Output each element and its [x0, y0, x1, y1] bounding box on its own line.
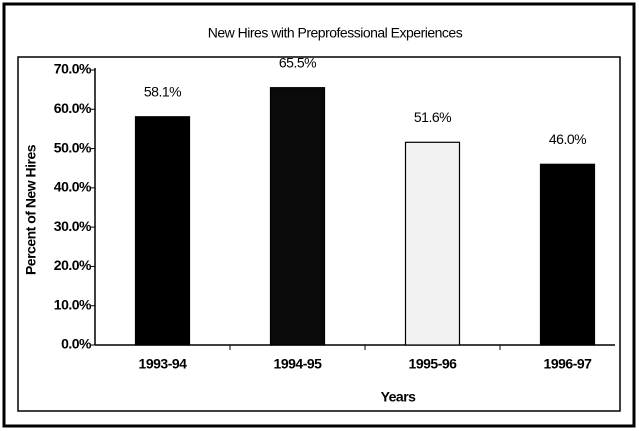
y-tick-label: 0.0% — [61, 336, 92, 352]
y-tick-label: 60.0% — [54, 100, 92, 116]
value-label: 58.1% — [144, 83, 181, 99]
bar — [539, 163, 596, 346]
y-tick-label: 30.0% — [54, 218, 92, 234]
chart-title: New Hires with Preprofessional Experienc… — [208, 25, 463, 41]
x-axis-label: Years — [381, 389, 417, 405]
x-tick-label: 1994-95 — [274, 356, 323, 372]
bar — [134, 116, 191, 346]
value-label: 46.0% — [549, 131, 586, 147]
plot-frame — [17, 56, 621, 412]
y-tick-label: 70.0% — [54, 61, 92, 77]
y-tick-label: 10.0% — [54, 296, 92, 312]
y-axis-label: Percent of New Hires — [23, 144, 39, 275]
x-tick-label: 1996-97 — [544, 356, 593, 372]
bar — [404, 141, 461, 346]
x-tick-label: 1995-96 — [409, 356, 458, 372]
y-tick-label: 40.0% — [54, 179, 92, 195]
y-tick-label: 50.0% — [54, 139, 92, 155]
value-label: 65.5% — [279, 54, 316, 70]
y-tick-label: 20.0% — [54, 257, 92, 273]
x-tick-label: 1993-94 — [139, 356, 188, 372]
value-label: 51.6% — [414, 109, 451, 125]
bar — [269, 87, 326, 346]
